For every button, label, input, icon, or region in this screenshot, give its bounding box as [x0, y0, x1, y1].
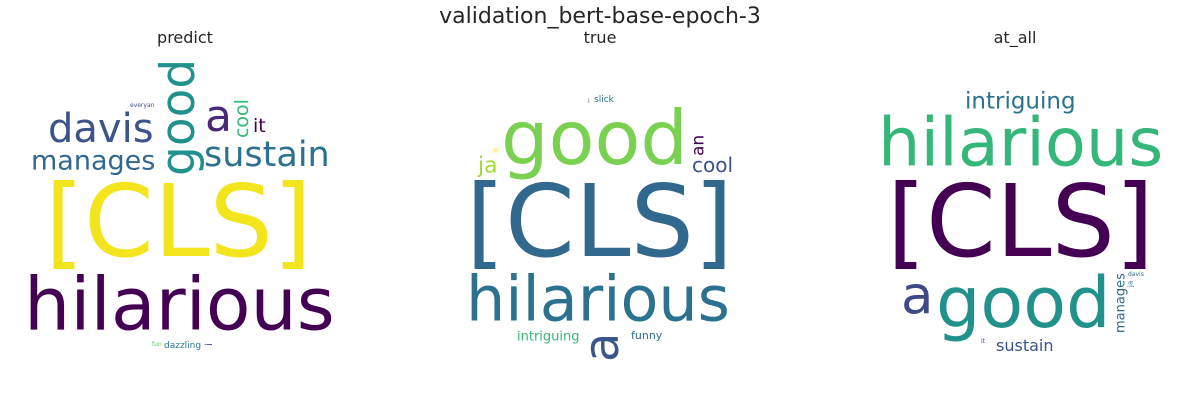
- word-manages: manages: [1113, 273, 1128, 333]
- word-sustain: sustain: [996, 336, 1053, 355]
- word-ja: ja: [1127, 281, 1135, 288]
- word-an: an: [689, 135, 709, 156]
- word-it: it: [491, 148, 500, 153]
- word-cool: cool: [692, 153, 733, 177]
- word-good: good: [936, 262, 1111, 344]
- word-good: good: [501, 94, 688, 182]
- word-a: a: [901, 265, 933, 326]
- word-slick: slick: [594, 95, 615, 105]
- panel-title-at-all: at_all: [993, 28, 1037, 47]
- word-cool: cool: [231, 99, 253, 138]
- word-cls: [CLS]: [45, 163, 312, 280]
- wordcloud-panel-predict: predict [CLS] hilarious good manages sustain…: [15, 28, 355, 396]
- word-davis: davis: [48, 106, 154, 152]
- word-everyan: everyan: [130, 102, 155, 109]
- wordcloud-true: [CLS] good hilarious a intriguing cool funny ja…: [434, 50, 766, 396]
- word-i: i: [588, 98, 590, 105]
- word-ja: ja: [477, 154, 498, 179]
- word-cls: [CLS]: [887, 163, 1154, 280]
- word-manages: manages: [31, 146, 155, 177]
- wordcloud-predict: [CLS] hilarious good manages sustain davis a co…: [19, 50, 351, 396]
- word-i: i: [204, 343, 215, 346]
- word-it: it: [981, 338, 986, 345]
- word-dazzling: dazzling: [164, 341, 201, 351]
- word-hilarious: hilarious: [878, 104, 1163, 182]
- word-fun: fun: [152, 341, 162, 348]
- wordcloud-at-all: [CLS] hilarious good a manages intriguing sust…: [849, 50, 1181, 396]
- word-good: good: [151, 59, 206, 176]
- word-davis: davis: [1128, 271, 1144, 278]
- wordcloud-panel-at-all: at_all [CLS] hilarious good a manages intrigu…: [845, 28, 1185, 396]
- wordcloud-panel-true: true [CLS] good hilarious a intriguing cool fu…: [430, 28, 770, 396]
- word-a: a: [205, 91, 232, 142]
- word-intriguing: intriguing: [965, 88, 1076, 114]
- word-hilarious: hilarious: [24, 262, 335, 347]
- word-sustain: sustain: [204, 135, 330, 175]
- word-hilarious: hilarious: [466, 263, 730, 336]
- word-intriguing: intriguing: [517, 329, 580, 344]
- word-a: a: [574, 333, 630, 362]
- word-cls: [CLS]: [466, 163, 733, 280]
- panel-title-true: true: [583, 28, 617, 47]
- figure-title: validation_bert-base-epoch-3: [439, 4, 761, 29]
- panel-title-predict: predict: [157, 28, 213, 47]
- word-funny: funny: [631, 329, 663, 342]
- word-it: it: [253, 115, 266, 137]
